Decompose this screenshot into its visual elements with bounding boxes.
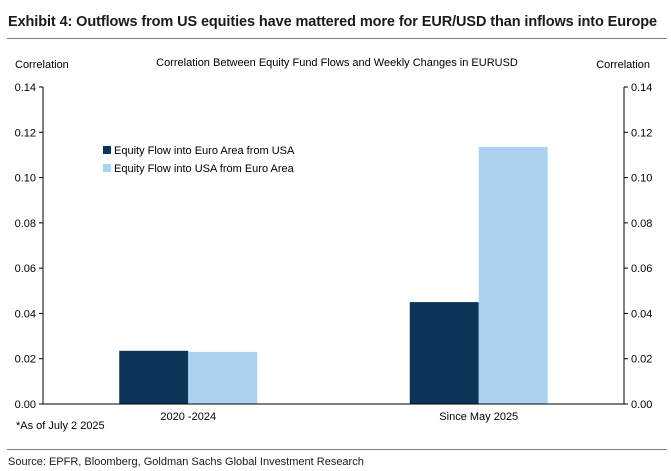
source-divider bbox=[7, 449, 667, 450]
bar-euro-area-1 bbox=[409, 302, 479, 404]
y-tick-label-left: 0.14 bbox=[15, 82, 36, 94]
legend-swatch-euro-area bbox=[103, 146, 111, 154]
y-tick-label-left: 0.04 bbox=[15, 308, 36, 320]
y-ticks-left: 0.00 0.02 0.04 0.06 0.08 0.10 0.12 0.14 bbox=[15, 82, 43, 411]
y-axis-label-left: Correlation bbox=[15, 59, 69, 71]
y-tick-label-left: 0.10 bbox=[15, 173, 36, 185]
footnote: *As of July 2 2025 bbox=[16, 420, 105, 432]
y-ticks-right: 0.00 0.02 0.04 0.06 0.08 0.10 0.12 0.14 bbox=[624, 82, 652, 411]
y-tick-label-right: 0.10 bbox=[631, 173, 652, 185]
y-axis-label-right: Correlation bbox=[596, 59, 650, 71]
legend: Equity Flow into Euro Area from USA Equi… bbox=[103, 145, 295, 175]
bar-usa-0 bbox=[188, 351, 258, 404]
x-labels: 2020 -2024 Since May 2025 bbox=[160, 411, 518, 423]
legend-label-usa: Equity Flow into USA from Euro Area bbox=[114, 163, 295, 175]
y-tick-label-right: 0.08 bbox=[631, 218, 652, 230]
bars bbox=[119, 147, 548, 404]
source-text: Source: EPFR, Bloomberg, Goldman Sachs G… bbox=[8, 456, 364, 468]
bar-euro-area-0 bbox=[119, 350, 189, 404]
y-tick-label-left: 0.08 bbox=[15, 218, 36, 230]
legend-label-euro-area: Equity Flow into Euro Area from USA bbox=[114, 145, 295, 157]
y-tick-label-right: 0.04 bbox=[631, 308, 652, 320]
chart-title: Correlation Between Equity Fund Flows an… bbox=[156, 57, 518, 69]
exhibit-title: Exhibit 4: Outflows from US equities hav… bbox=[8, 14, 658, 30]
y-tick-label-right: 0.12 bbox=[631, 127, 652, 139]
y-tick-label-left: 0.00 bbox=[15, 399, 36, 411]
y-tick-label-left: 0.06 bbox=[15, 263, 36, 275]
y-tick-label-left: 0.02 bbox=[15, 354, 36, 366]
y-tick-label-right: 0.00 bbox=[631, 399, 652, 411]
legend-swatch-usa bbox=[103, 164, 111, 172]
title-divider bbox=[7, 38, 667, 39]
x-tick-label: 2020 -2024 bbox=[160, 411, 216, 423]
y-tick-label-left: 0.12 bbox=[15, 127, 36, 139]
y-tick-label-right: 0.02 bbox=[631, 354, 652, 366]
bar-usa-1 bbox=[478, 147, 548, 404]
y-tick-label-right: 0.14 bbox=[631, 82, 652, 94]
x-tick-label: Since May 2025 bbox=[439, 411, 518, 423]
y-tick-label-right: 0.06 bbox=[631, 263, 652, 275]
